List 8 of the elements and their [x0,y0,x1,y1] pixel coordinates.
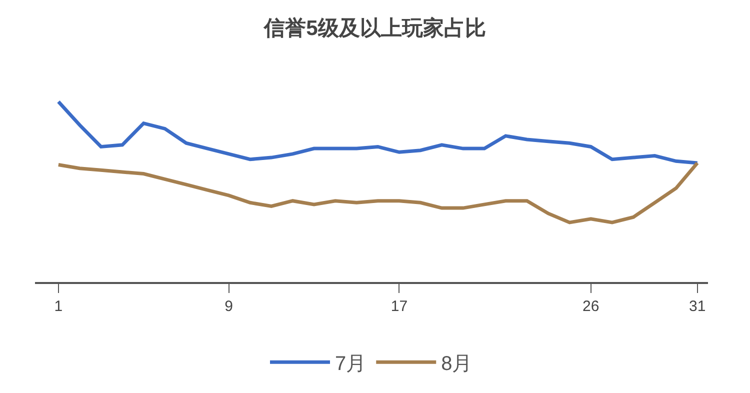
legend-label: 8月 [441,352,472,375]
x-tick-label: 31 [689,298,706,315]
x-tick-label: 17 [390,298,408,315]
x-tick-label: 26 [582,298,600,315]
x-tick-label: 9 [224,298,233,315]
legend-label: 7月 [335,352,366,375]
x-tick-label: 1 [54,298,63,315]
chart-title: 信誉5级及以上玩家占比 [263,16,486,40]
